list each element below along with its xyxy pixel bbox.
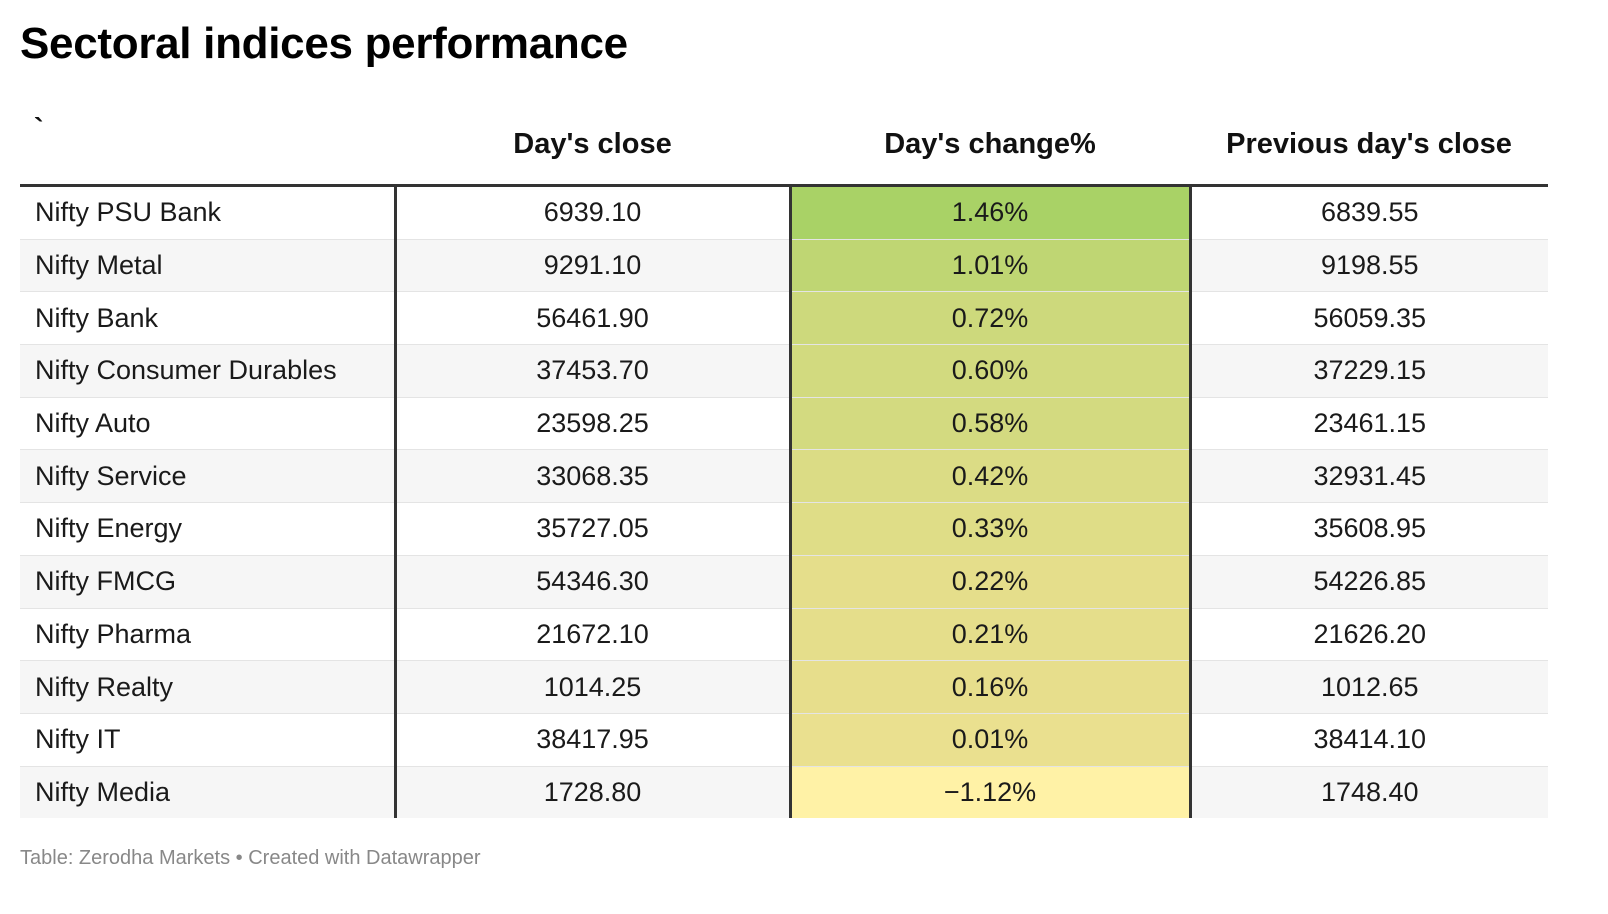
header-previous-close: Previous day's close <box>1190 104 1548 187</box>
days-close-cell: 9291.10 <box>395 239 792 293</box>
table-row: Nifty PSU Bank 6939.10 1.46% 6839.55 <box>20 185 1548 240</box>
previous-close-cell: 21626.20 <box>1190 608 1548 662</box>
previous-close-cell: 9198.55 <box>1190 239 1548 293</box>
source-footer: Table: Zerodha Markets • Created with Da… <box>20 847 481 869</box>
days-close-cell: 23598.25 <box>395 397 792 451</box>
previous-close-cell: 37229.15 <box>1190 344 1548 398</box>
index-name-cell: Nifty IT <box>20 713 397 767</box>
table-row: Nifty Metal 9291.10 1.01% 9198.55 <box>20 239 1548 293</box>
index-name-cell: Nifty FMCG <box>20 555 397 609</box>
previous-close-cell: 23461.15 <box>1190 397 1548 451</box>
table-row: Nifty IT 38417.95 0.01% 38414.10 <box>20 713 1548 767</box>
table-row: Nifty FMCG 54346.30 0.22% 54226.85 <box>20 555 1548 609</box>
table-row: Nifty Realty 1014.25 0.16% 1012.65 <box>20 660 1548 714</box>
days-change-cell: 0.33% <box>790 502 1192 556</box>
chart-title: Sectoral indices performance <box>20 19 628 68</box>
previous-close-cell: 56059.35 <box>1190 291 1548 346</box>
index-name-cell: Nifty Metal <box>20 239 397 293</box>
table-body: Nifty PSU Bank 6939.10 1.46% 6839.55 Nifty M… <box>20 185 1548 819</box>
previous-close-cell: 1748.40 <box>1190 766 1548 819</box>
days-change-cell: 0.58% <box>790 397 1192 451</box>
days-change-cell: 0.22% <box>790 555 1192 609</box>
days-change-cell: 0.21% <box>790 608 1192 662</box>
index-name-cell: Nifty Bank <box>20 291 397 346</box>
days-close-cell: 56461.90 <box>395 291 792 346</box>
table-row: Nifty Bank 56461.90 0.72% 56059.35 <box>20 291 1548 346</box>
days-close-cell: 37453.70 <box>395 344 792 398</box>
header-days-change: Day's change% <box>790 104 1190 187</box>
days-close-cell: 1014.25 <box>395 660 792 714</box>
table-row: Nifty Energy 35727.05 0.33% 35608.95 <box>20 502 1548 556</box>
days-close-cell: 38417.95 <box>395 713 792 767</box>
table-row: Nifty Media 1728.80 −1.12% 1748.40 <box>20 766 1548 819</box>
table-row: Nifty Service 33068.35 0.42% 32931.45 <box>20 449 1548 504</box>
index-name-cell: Nifty Auto <box>20 397 397 451</box>
index-name-cell: Nifty Pharma <box>20 608 397 662</box>
days-change-cell: −1.12% <box>790 766 1192 819</box>
days-close-cell: 33068.35 <box>395 449 792 504</box>
days-change-cell: 1.46% <box>790 185 1192 240</box>
days-close-cell: 35727.05 <box>395 502 792 556</box>
index-name-cell: Nifty Service <box>20 449 397 504</box>
days-change-cell: 0.60% <box>790 344 1192 398</box>
table-row: Nifty Consumer Durables 37453.70 0.60% 3722… <box>20 344 1548 398</box>
header-row: ` Day's close Day's change% Previous day… <box>20 104 1548 187</box>
index-name-cell: Nifty Consumer Durables <box>20 344 397 398</box>
days-change-cell: 0.72% <box>790 291 1192 346</box>
previous-close-cell: 1012.65 <box>1190 660 1548 714</box>
previous-close-cell: 6839.55 <box>1190 185 1548 240</box>
index-name-cell: Nifty PSU Bank <box>20 185 397 240</box>
days-close-cell: 6939.10 <box>395 185 792 240</box>
days-change-cell: 0.16% <box>790 660 1192 714</box>
previous-close-cell: 54226.85 <box>1190 555 1548 609</box>
days-close-cell: 54346.30 <box>395 555 792 609</box>
days-change-cell: 0.42% <box>790 449 1192 504</box>
table-row: Nifty Pharma 21672.10 0.21% 21626.20 <box>20 608 1548 662</box>
sectoral-indices-table: ` Day's close Day's change% Previous day… <box>20 104 1548 819</box>
days-change-cell: 0.01% <box>790 713 1192 767</box>
header-days-close: Day's close <box>395 104 790 187</box>
days-close-cell: 1728.80 <box>395 766 792 819</box>
index-name-cell: Nifty Media <box>20 766 397 819</box>
days-close-cell: 21672.10 <box>395 608 792 662</box>
header-index-name: ` <box>20 104 395 187</box>
table-row: Nifty Auto 23598.25 0.58% 23461.15 <box>20 397 1548 451</box>
previous-close-cell: 35608.95 <box>1190 502 1548 556</box>
previous-close-cell: 38414.10 <box>1190 713 1548 767</box>
previous-close-cell: 32931.45 <box>1190 449 1548 504</box>
days-change-cell: 1.01% <box>790 239 1192 293</box>
index-name-cell: Nifty Energy <box>20 502 397 556</box>
index-name-cell: Nifty Realty <box>20 660 397 714</box>
